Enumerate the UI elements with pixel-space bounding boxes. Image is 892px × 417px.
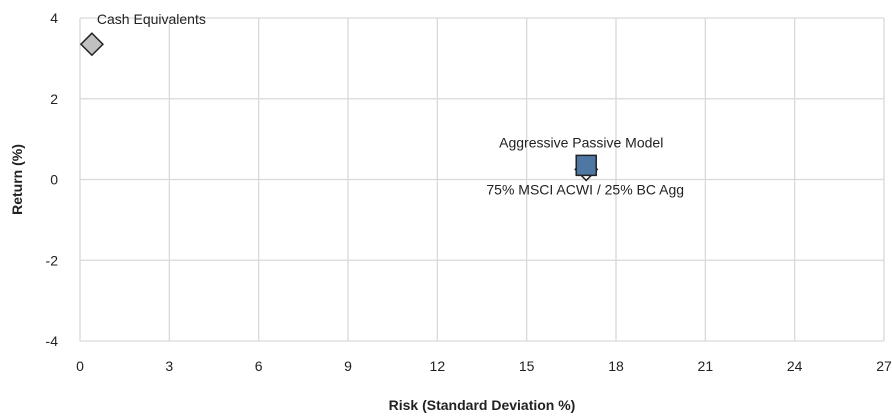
x-tick-label: 24 [787, 358, 803, 374]
grid-lines [79, 17, 885, 342]
x-tick-label: 0 [76, 358, 84, 374]
point-label: Aggressive Passive Model [499, 134, 663, 150]
y-axis-title: Return (%) [9, 144, 25, 215]
y-tick-label: 2 [50, 91, 58, 107]
x-tick-label: 6 [255, 358, 263, 374]
point-label: Cash Equivalents [97, 11, 206, 27]
x-tick-label: 9 [344, 358, 352, 374]
y-tick-label: 4 [50, 10, 58, 26]
point-label: 75% MSCI ACWI / 25% BC Agg [486, 181, 684, 197]
point-marker [575, 154, 597, 177]
y-tick-label: 0 [50, 172, 58, 188]
x-tick-label: 21 [698, 358, 714, 374]
x-tick-label: 27 [876, 358, 892, 374]
data-points: Cash Equivalents 75% MSCI ACWI / 25% BC A… [79, 11, 684, 197]
y-tick-label: -2 [46, 252, 59, 268]
y-tick-label: -4 [46, 333, 59, 349]
x-tick-label: 15 [519, 358, 535, 374]
x-tick-label: 18 [608, 358, 624, 374]
x-tick-label: 3 [165, 358, 173, 374]
x-axis-title: Risk (Standard Deviation %) [389, 397, 576, 413]
point-marker [79, 32, 104, 57]
x-tick-label: 12 [430, 358, 446, 374]
